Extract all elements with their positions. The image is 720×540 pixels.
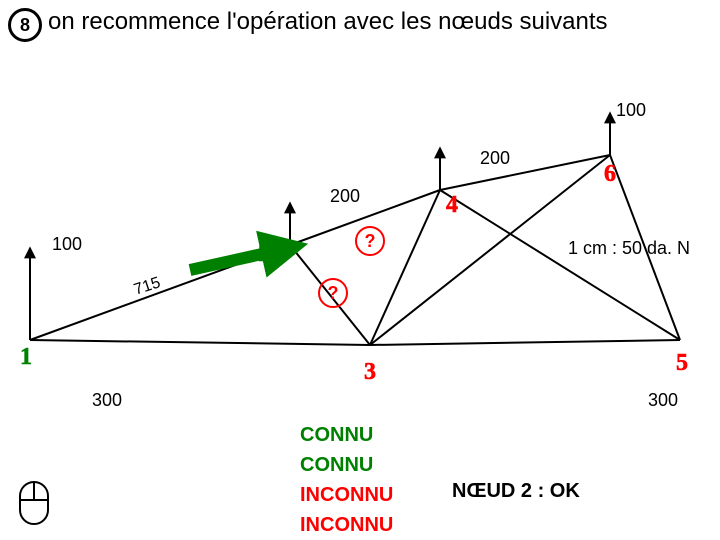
force-label: 100 (616, 100, 646, 121)
node-label-6: 6 (604, 161, 616, 188)
node-label-2: 2 (258, 241, 270, 268)
truss-member (440, 155, 610, 190)
force-label: 200 (480, 148, 510, 169)
truss-member (370, 340, 680, 345)
unknown-marker: ? (355, 226, 385, 256)
node-label-5: 5 (676, 350, 688, 377)
truss-member (370, 190, 440, 345)
legend-item: INCONNU (300, 484, 393, 507)
force-label: 100 (52, 234, 82, 255)
force-label: 200 (330, 186, 360, 207)
scale-label: 1 cm : 50 da. N (568, 238, 690, 259)
node-label-3: 3 (364, 359, 376, 386)
support-value: 300 (92, 390, 122, 411)
legend-item: INCONNU (300, 514, 393, 537)
truss-member (30, 340, 370, 345)
node-status: NŒUD 2 : OK (452, 480, 580, 503)
support-value: 300 (648, 390, 678, 411)
mouse-icon (18, 480, 50, 526)
node-label-1: 1 (20, 344, 32, 371)
node-label-4: 4 (446, 192, 458, 219)
legend-item: CONNU (300, 454, 373, 477)
legend-item: CONNU (300, 424, 373, 447)
truss-member (440, 190, 680, 340)
unknown-marker: ? (318, 278, 348, 308)
